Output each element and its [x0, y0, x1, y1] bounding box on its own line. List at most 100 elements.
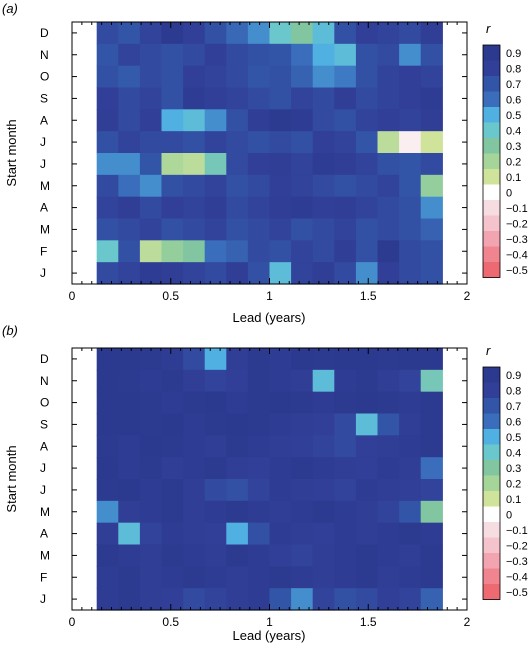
heat-cell-a-r4-c5	[204, 109, 227, 132]
heat-cell-a-r6-c6	[226, 153, 249, 176]
y-tick-label: J	[40, 157, 46, 171]
heat-cell-b-r11-c6	[226, 588, 249, 611]
heat-cell-b-r9-c2	[139, 544, 163, 567]
heat-cell-b-r1-c3	[161, 369, 184, 393]
heat-cell-a-r1-c1	[118, 43, 141, 67]
heatmap-b-cells	[96, 348, 443, 611]
x-tick-label: 1	[266, 615, 273, 629]
y-tick-label: D	[40, 352, 49, 366]
colorbar-swatch	[483, 76, 500, 92]
heat-cell-b-r10-c4	[183, 566, 206, 589]
heat-cell-b-r7-c15	[420, 500, 443, 524]
heat-cell-a-r8-c11	[334, 196, 357, 220]
heat-cell-b-r9-c12	[355, 544, 379, 567]
heat-cell-b-r8-c12	[355, 522, 379, 546]
heat-cell-b-r11-c12	[355, 588, 379, 611]
colorbar-tick-label: 0.1	[506, 494, 521, 506]
heat-cell-a-r7-c14	[399, 174, 422, 198]
heat-cell-a-r4-c15	[420, 109, 443, 132]
heat-cell-a-r9-c13	[377, 218, 400, 241]
heat-cell-b-r5-c4	[183, 457, 206, 480]
heat-cell-b-r6-c2	[139, 479, 163, 502]
heat-cell-b-r6-c15	[420, 479, 443, 502]
heat-cell-a-r1-c3	[161, 43, 184, 67]
heat-cell-b-r9-c15	[420, 544, 443, 567]
heat-cell-a-r10-c10	[312, 240, 335, 263]
colorbar-tick-label: −0.4	[506, 249, 528, 261]
y-tick-label: A	[40, 113, 48, 127]
colorbar-swatch	[483, 91, 500, 108]
colorbar-tick-label: 0.7	[506, 401, 521, 413]
heat-cell-a-r7-c1	[118, 174, 141, 198]
heat-cell-b-r7-c3	[161, 500, 184, 524]
heat-cell-b-r4-c13	[377, 435, 400, 458]
heat-cell-a-r3-c15	[420, 87, 443, 110]
heat-cell-a-r10-c3	[161, 240, 184, 263]
heat-cell-b-r7-c13	[377, 500, 400, 524]
heat-cell-b-r4-c1	[118, 435, 141, 458]
colorbar-tick-label: −0.2	[506, 540, 528, 552]
heat-cell-b-r9-c11	[334, 544, 357, 567]
heat-cell-a-r1-c14	[399, 43, 422, 67]
heat-cell-b-r4-c3	[161, 435, 184, 458]
heat-cell-b-r2-c7	[247, 391, 271, 415]
heat-cell-a-r9-c2	[139, 218, 163, 241]
heat-cell-b-r11-c14	[399, 588, 422, 611]
heat-cell-b-r5-c9	[291, 457, 314, 480]
heat-cell-b-r3-c0	[96, 413, 119, 436]
heat-cell-b-r3-c1	[118, 413, 141, 436]
heat-cell-a-r0-c6	[226, 22, 249, 45]
panel-a-label: (a)	[2, 1, 18, 16]
heat-cell-a-r8-c14	[399, 196, 422, 220]
heat-cell-a-r0-c11	[334, 22, 357, 45]
heat-cell-b-r10-c8	[269, 566, 292, 589]
heat-cell-a-r1-c6	[226, 43, 249, 67]
colorbar-swatch	[483, 382, 500, 399]
heat-cell-b-r9-c3	[161, 544, 184, 567]
heat-cell-b-r6-c6	[226, 479, 249, 502]
heat-cell-a-r2-c4	[183, 65, 206, 89]
heat-cell-a-r6-c3	[161, 153, 184, 176]
heat-cell-b-r11-c1	[118, 588, 141, 611]
heat-cell-b-r5-c3	[161, 457, 184, 480]
colorbar-tick-label: 0.6	[506, 416, 521, 428]
heat-cell-b-r0-c13	[377, 348, 400, 371]
colorbar-swatch	[483, 122, 500, 139]
colorbar-swatch	[483, 491, 500, 507]
heat-cell-a-r9-c8	[269, 218, 292, 241]
heat-cell-b-r6-c0	[96, 479, 119, 502]
heat-cell-a-r11-c6	[226, 262, 249, 285]
heat-cell-b-r8-c10	[312, 522, 335, 546]
heat-cell-b-r11-c4	[183, 588, 206, 611]
heat-cell-a-r9-c14	[399, 218, 422, 241]
heat-cell-a-r10-c2	[139, 240, 163, 263]
colorbar-swatch	[483, 153, 500, 170]
panel-b-label: (b)	[2, 323, 18, 338]
heat-cell-a-r1-c10	[312, 43, 335, 67]
heat-cell-a-r1-c0	[96, 43, 119, 67]
heat-cell-b-r6-c12	[355, 479, 379, 502]
heat-cell-a-r7-c13	[377, 174, 400, 198]
y-tick-label: A	[40, 201, 48, 215]
heat-cell-a-r0-c2	[139, 22, 163, 45]
heat-cell-a-r6-c4	[183, 153, 206, 176]
heat-cell-a-r7-c12	[355, 174, 379, 198]
colorbar-title-a: r	[486, 21, 491, 36]
colorbar-swatch	[483, 537, 500, 554]
heat-cell-b-r1-c4	[183, 369, 206, 393]
heat-cell-b-r8-c1	[118, 522, 141, 546]
colorbar-swatch	[483, 413, 500, 430]
heat-cell-a-r5-c4	[183, 131, 206, 154]
heat-cell-a-r6-c11	[334, 153, 357, 176]
heat-cell-b-r2-c13	[377, 391, 400, 415]
colorbar-swatch	[483, 475, 500, 492]
heat-cell-b-r11-c7	[247, 588, 271, 611]
heat-cell-b-r7-c4	[183, 500, 206, 524]
heat-cell-a-r8-c4	[183, 196, 206, 220]
heat-cell-b-r5-c1	[118, 457, 141, 480]
heat-cell-b-r5-c2	[139, 457, 163, 480]
x-tick-label: 2	[464, 615, 471, 629]
heat-cell-b-r10-c2	[139, 566, 163, 589]
x-axis-label-b: Lead (years)	[233, 628, 306, 643]
